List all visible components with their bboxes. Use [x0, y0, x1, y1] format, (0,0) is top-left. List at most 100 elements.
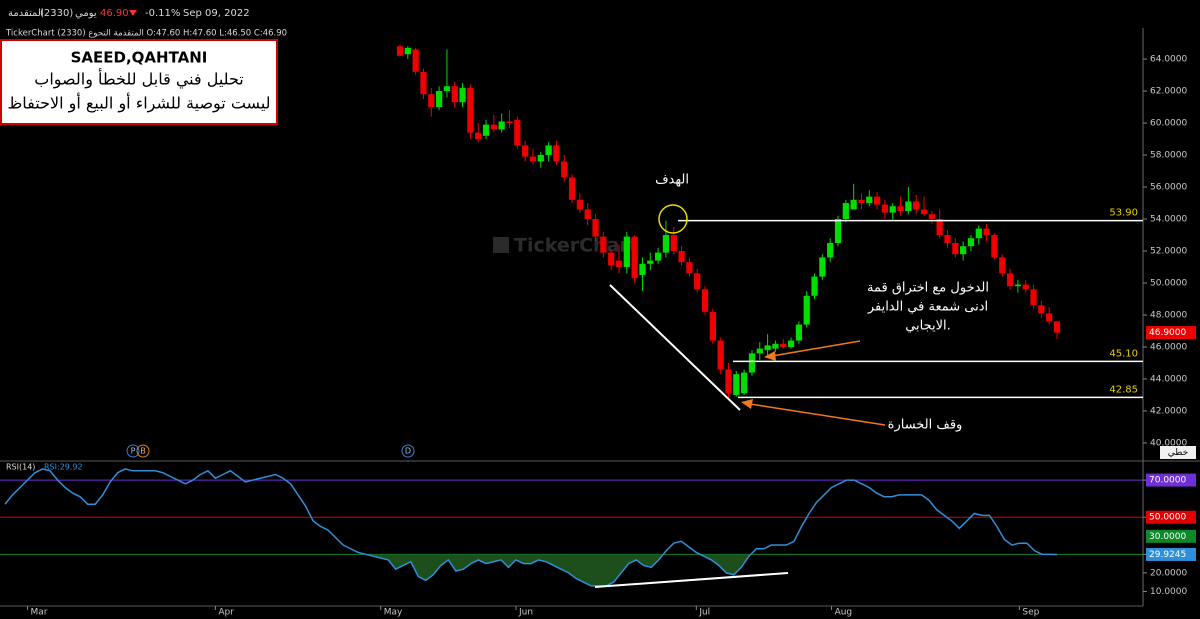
candle-body [678, 250, 685, 263]
trend-line [609, 284, 741, 411]
candle-body [443, 86, 451, 92]
candle-body [1014, 284, 1022, 287]
candle-body [459, 87, 466, 103]
entry-arrow [771, 340, 861, 357]
y-tick-label-box [1146, 473, 1196, 487]
candle-body [475, 132, 482, 140]
candle-body [529, 156, 537, 162]
level-label: 45.10 [1109, 348, 1138, 359]
annotations: الهدف الدخول مع اختراق قمة ادنى شمعة في … [594, 173, 989, 588]
candle-body [748, 353, 756, 373]
candle-body [647, 260, 654, 264]
candle-body [498, 121, 505, 130]
candle-body [428, 94, 435, 108]
candle-body [694, 273, 701, 290]
candle-body [944, 235, 951, 243]
candle-body [952, 243, 959, 255]
date: Sep 09, 2022 [183, 8, 250, 19]
x-tick-label: Apr [218, 608, 234, 618]
candle-body [553, 145, 560, 162]
event-marker[interactable] [401, 444, 415, 458]
event-marker-label: P [131, 447, 136, 456]
stock-code: (2330) [40, 8, 73, 19]
candle-body [545, 145, 552, 156]
y-tick-label: 46.0000 [1150, 342, 1187, 352]
y-tick-label-box [1146, 529, 1196, 543]
note-box [0, 39, 278, 125]
candle-body [537, 155, 544, 162]
candle-body [701, 289, 709, 312]
candle-body [1046, 313, 1053, 322]
x-tick-label: Sep [1022, 608, 1039, 618]
event-marker[interactable] [136, 444, 150, 458]
y-tick-label: 40.0000 [1150, 438, 1187, 448]
rsi-oversold-area [5, 554, 1057, 586]
candle-body [412, 49, 419, 72]
candle-body [467, 87, 474, 133]
candle-body [960, 246, 967, 255]
candle-body [451, 86, 458, 103]
y-tick-label: 56.0000 [1150, 183, 1187, 193]
y-tick-label: 44.0000 [1150, 374, 1187, 384]
candle-body [842, 203, 849, 220]
candle-body [490, 124, 497, 130]
y-tick-label-box [1146, 510, 1196, 524]
down-arrow [129, 10, 137, 16]
candle-body [561, 161, 568, 178]
candle-body [975, 228, 982, 239]
candle-body [592, 219, 599, 237]
candle-body [999, 257, 1006, 274]
candle-body [834, 219, 842, 243]
candle-body [670, 235, 677, 251]
y-tick-label: 64.0000 [1150, 55, 1187, 65]
y-tick-label: 42.0000 [1150, 406, 1187, 416]
stop-arrow [749, 403, 886, 426]
candle-body [615, 260, 623, 267]
candle-body [873, 196, 881, 205]
candle-body [850, 199, 857, 210]
event-marker-label: B [140, 447, 146, 456]
entry-label: الايجابي. [905, 319, 951, 334]
note-line: ليست توصية للشراء أو البيع أو الاحتفاظ [7, 93, 270, 114]
candle-body [741, 372, 748, 394]
candle-body [576, 199, 584, 210]
candle-body [639, 263, 646, 275]
stop-label: وقف الخسارة [888, 418, 963, 433]
candle-body [780, 343, 787, 347]
candle-body [725, 369, 732, 394]
entry-label: الدخول مع اختراق قمة [867, 281, 989, 296]
candle-body [920, 209, 928, 215]
y-tick-label: 52.0000 [1150, 246, 1187, 256]
event-marker[interactable] [126, 444, 140, 458]
x-tick-label: Aug [835, 608, 853, 618]
candle-body [1038, 305, 1045, 314]
candle-body [514, 119, 521, 146]
y-tick-label: 54.0000 [1150, 215, 1187, 225]
candle-body [811, 276, 818, 296]
candle-body [662, 235, 670, 253]
scale-mode-box[interactable] [1160, 446, 1196, 459]
x-tick-label: Mar [31, 608, 48, 618]
candle-body [631, 236, 638, 279]
y-tick-label: 50.0000 [1149, 513, 1186, 523]
candle-body [584, 209, 591, 220]
candle-body [396, 46, 404, 56]
candle-body [795, 324, 803, 341]
candle-body [819, 257, 826, 277]
candle-body [1030, 289, 1037, 306]
entry-label: ادنى شمعة في الدايفر [867, 300, 988, 315]
y-tick-label: 62.0000 [1150, 87, 1187, 97]
target-label: الهدف [655, 173, 689, 188]
candle-body [1022, 284, 1029, 290]
candle-body [600, 236, 607, 253]
candle-body [522, 145, 529, 157]
last-price-label-box [1146, 326, 1196, 340]
x-tick-label: Jul [698, 608, 710, 618]
candle-body [858, 199, 865, 204]
candle-body [568, 177, 576, 200]
candle-body [608, 252, 615, 266]
last-value-label-box [1146, 547, 1196, 561]
